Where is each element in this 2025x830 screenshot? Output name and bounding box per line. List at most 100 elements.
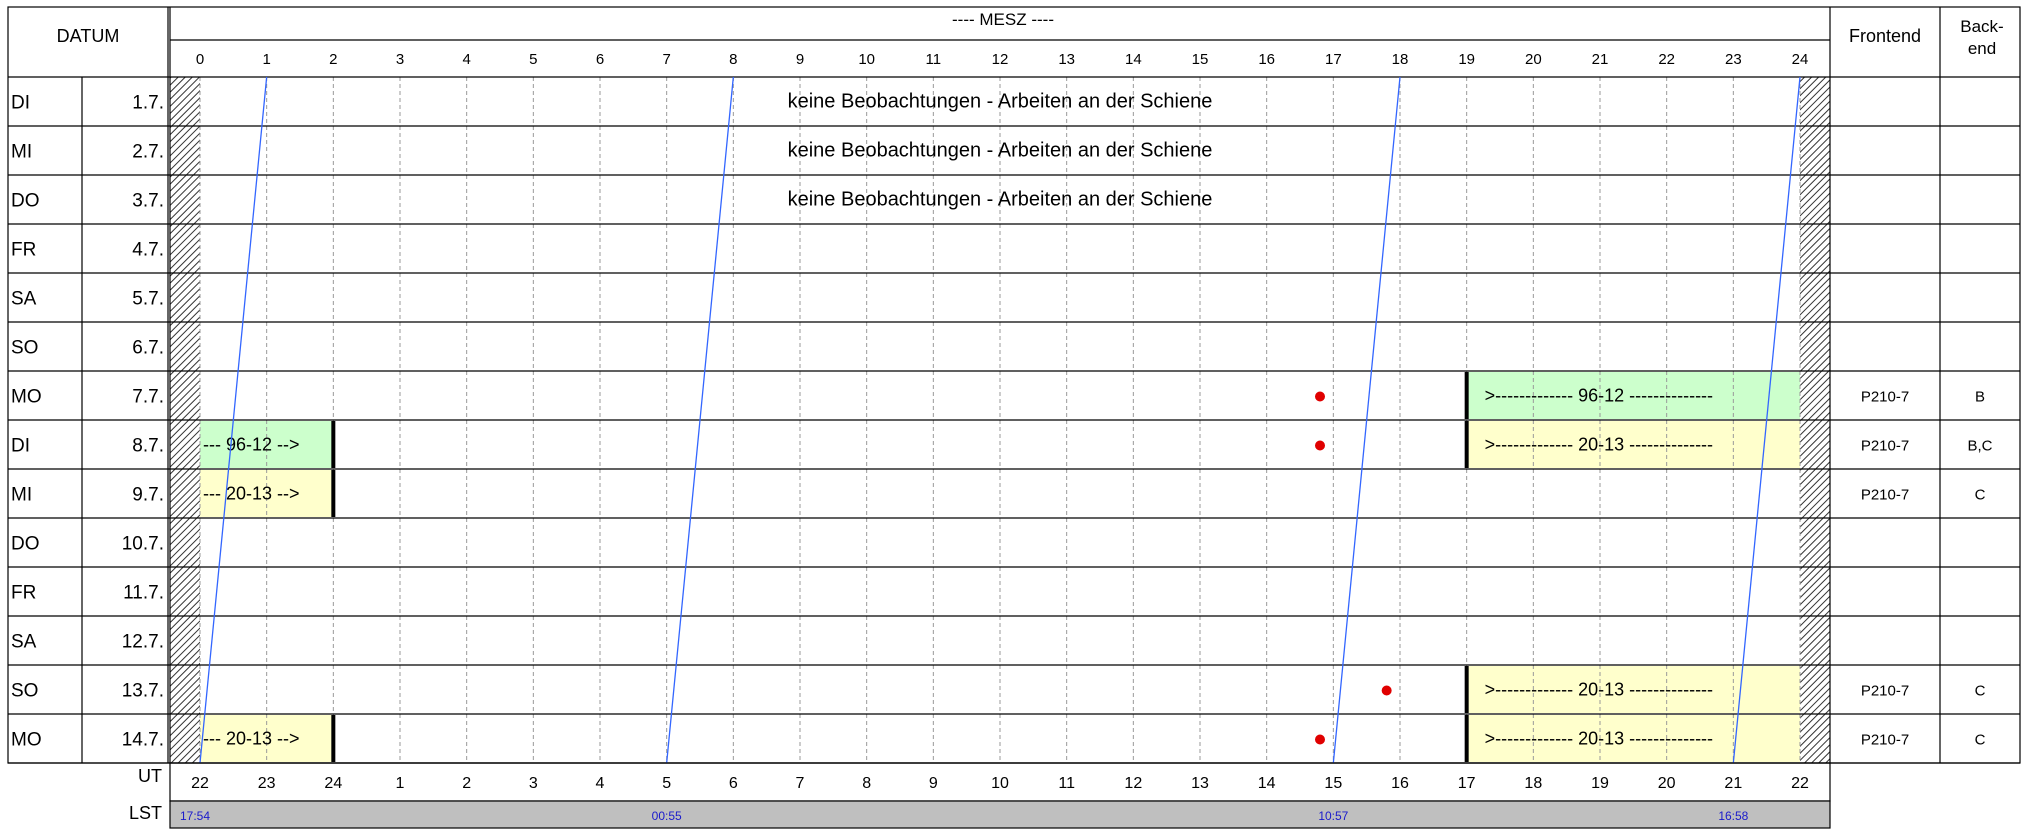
row-day: DO xyxy=(11,534,40,555)
row-day: MI xyxy=(11,485,32,506)
row-frontend: P210-7 xyxy=(1861,389,1909,406)
ut-tick-label: 23 xyxy=(258,775,276,792)
mesz-tick-label: 7 xyxy=(662,51,670,68)
mesz-tick-label: 4 xyxy=(462,51,470,68)
row-frontend: P210-7 xyxy=(1861,487,1909,504)
ut-tick-label: 19 xyxy=(1591,775,1609,792)
ut-tick-label: 12 xyxy=(1124,775,1142,792)
row-backend: C xyxy=(1975,683,1986,700)
datum-header: DATUM xyxy=(57,26,120,46)
schedule-block-label: --- 20-13 --> xyxy=(203,729,300,749)
row-date: 12.7. xyxy=(122,632,164,653)
schedule-block-label: --- 96-12 --> xyxy=(203,435,300,455)
mesz-tick-label: 24 xyxy=(1792,51,1809,68)
mesz-tick-label: 21 xyxy=(1592,51,1609,68)
schedule-block xyxy=(1466,421,1800,468)
mesz-tick-label: 10 xyxy=(858,51,875,68)
schedule-block xyxy=(1466,715,1800,762)
ut-tick-label: 11 xyxy=(1058,775,1075,792)
ut-tick-label: 14 xyxy=(1258,775,1276,792)
row-backend: B,C xyxy=(1967,438,1992,455)
mesz-tick-label: 23 xyxy=(1725,51,1742,68)
schedule-block-label: >------------- 20-13 -------------- xyxy=(1485,680,1713,700)
backend-header-line2: end xyxy=(1968,39,1996,58)
row-date: 4.7. xyxy=(132,240,164,261)
row-day: MO xyxy=(11,730,42,751)
row-day: FR xyxy=(11,240,36,261)
row-frontend: P210-7 xyxy=(1861,732,1909,749)
ut-tick-label: 6 xyxy=(729,775,738,792)
row-date: 3.7. xyxy=(132,191,164,212)
lst-tick-label: 17:54 xyxy=(180,809,210,823)
row-backend: C xyxy=(1975,732,1986,749)
mesz-tick-label: 19 xyxy=(1458,51,1475,68)
mesz-tick-label: 18 xyxy=(1392,51,1409,68)
row-day: SA xyxy=(11,289,37,310)
row-date: 13.7. xyxy=(122,681,164,702)
mesz-tick-label: 9 xyxy=(796,51,804,68)
schedule-block xyxy=(1466,666,1800,713)
lst-line xyxy=(1732,76,1801,764)
lst-line xyxy=(199,76,268,764)
ut-tick-label: 18 xyxy=(1524,775,1542,792)
ut-tick-label: 15 xyxy=(1324,775,1342,792)
ut-tick-label: 24 xyxy=(324,775,342,792)
row-date: 11.7. xyxy=(123,583,164,604)
mesz-tick-label: 0 xyxy=(196,51,204,68)
mesz-tick-label: 6 xyxy=(596,51,604,68)
ut-tick-label: 22 xyxy=(1791,775,1809,792)
row-date: 1.7. xyxy=(132,93,164,114)
row-frontend: P210-7 xyxy=(1861,438,1909,455)
ut-tick-label: 3 xyxy=(529,775,538,792)
row-backend: C xyxy=(1975,487,1986,504)
row-day: DO xyxy=(11,191,40,212)
observation-marker xyxy=(1315,734,1325,745)
mesz-tick-label: 2 xyxy=(329,51,337,68)
ut-tick-label: 21 xyxy=(1724,775,1742,792)
row-day: SO xyxy=(11,338,38,359)
schedule-block-label: >------------- 20-13 -------------- xyxy=(1485,729,1713,749)
mesz-tick-label: 5 xyxy=(529,51,537,68)
mesz-tick-label: 8 xyxy=(729,51,737,68)
ut-tick-label: 4 xyxy=(596,775,605,792)
row-note: keine Beobachtungen - Arbeiten an der Sc… xyxy=(788,189,1213,211)
row-note: keine Beobachtungen - Arbeiten an der Sc… xyxy=(788,140,1213,162)
mesz-tick-label: 14 xyxy=(1125,51,1142,68)
mesz-tick-label: 3 xyxy=(396,51,404,68)
mesz-tick-label: 16 xyxy=(1258,51,1275,68)
mesz-tick-label: 11 xyxy=(926,51,942,68)
mesz-tick-label: 17 xyxy=(1325,51,1342,68)
ut-tick-label: 13 xyxy=(1191,775,1209,792)
ut-tick-label: 9 xyxy=(929,775,938,792)
row-day: DI xyxy=(11,436,30,457)
chart-title: ---- MESZ ---- xyxy=(952,10,1054,29)
row-date: 2.7. xyxy=(132,142,164,163)
lst-tick-label: 10:57 xyxy=(1318,809,1348,823)
lst-tick-label: 00:55 xyxy=(652,809,682,823)
mesz-tick-label: 15 xyxy=(1192,51,1209,68)
schedule-block-label: >------------- 20-13 -------------- xyxy=(1485,435,1713,455)
ut-tick-label: 5 xyxy=(662,775,671,792)
ut-tick-label: 17 xyxy=(1458,775,1476,792)
ut-tick-label: 20 xyxy=(1658,775,1676,792)
lst-bar xyxy=(169,800,1831,829)
mesz-tick-label: 13 xyxy=(1058,51,1075,68)
ut-tick-label: 22 xyxy=(191,775,209,792)
row-day: SA xyxy=(11,632,37,653)
mesz-tick-label: 22 xyxy=(1658,51,1675,68)
lst-tick-label: 16:58 xyxy=(1718,809,1748,823)
observation-marker xyxy=(1381,685,1392,696)
observation-marker xyxy=(1315,440,1325,451)
row-date: 6.7. xyxy=(132,338,164,359)
row-date: 14.7. xyxy=(122,730,164,751)
row-date: 7.7. xyxy=(132,387,164,408)
schedule-block-label: >------------- 96-12 -------------- xyxy=(1485,386,1713,406)
row-day: DI xyxy=(11,93,30,114)
ut-tick-label: 10 xyxy=(991,775,1009,792)
row-date: 8.7. xyxy=(132,436,164,457)
mesz-tick-label: 12 xyxy=(992,51,1009,68)
row-day: MO xyxy=(11,387,42,408)
ut-tick-label: 7 xyxy=(796,775,805,792)
schedule-block-label: --- 20-13 --> xyxy=(203,484,300,504)
